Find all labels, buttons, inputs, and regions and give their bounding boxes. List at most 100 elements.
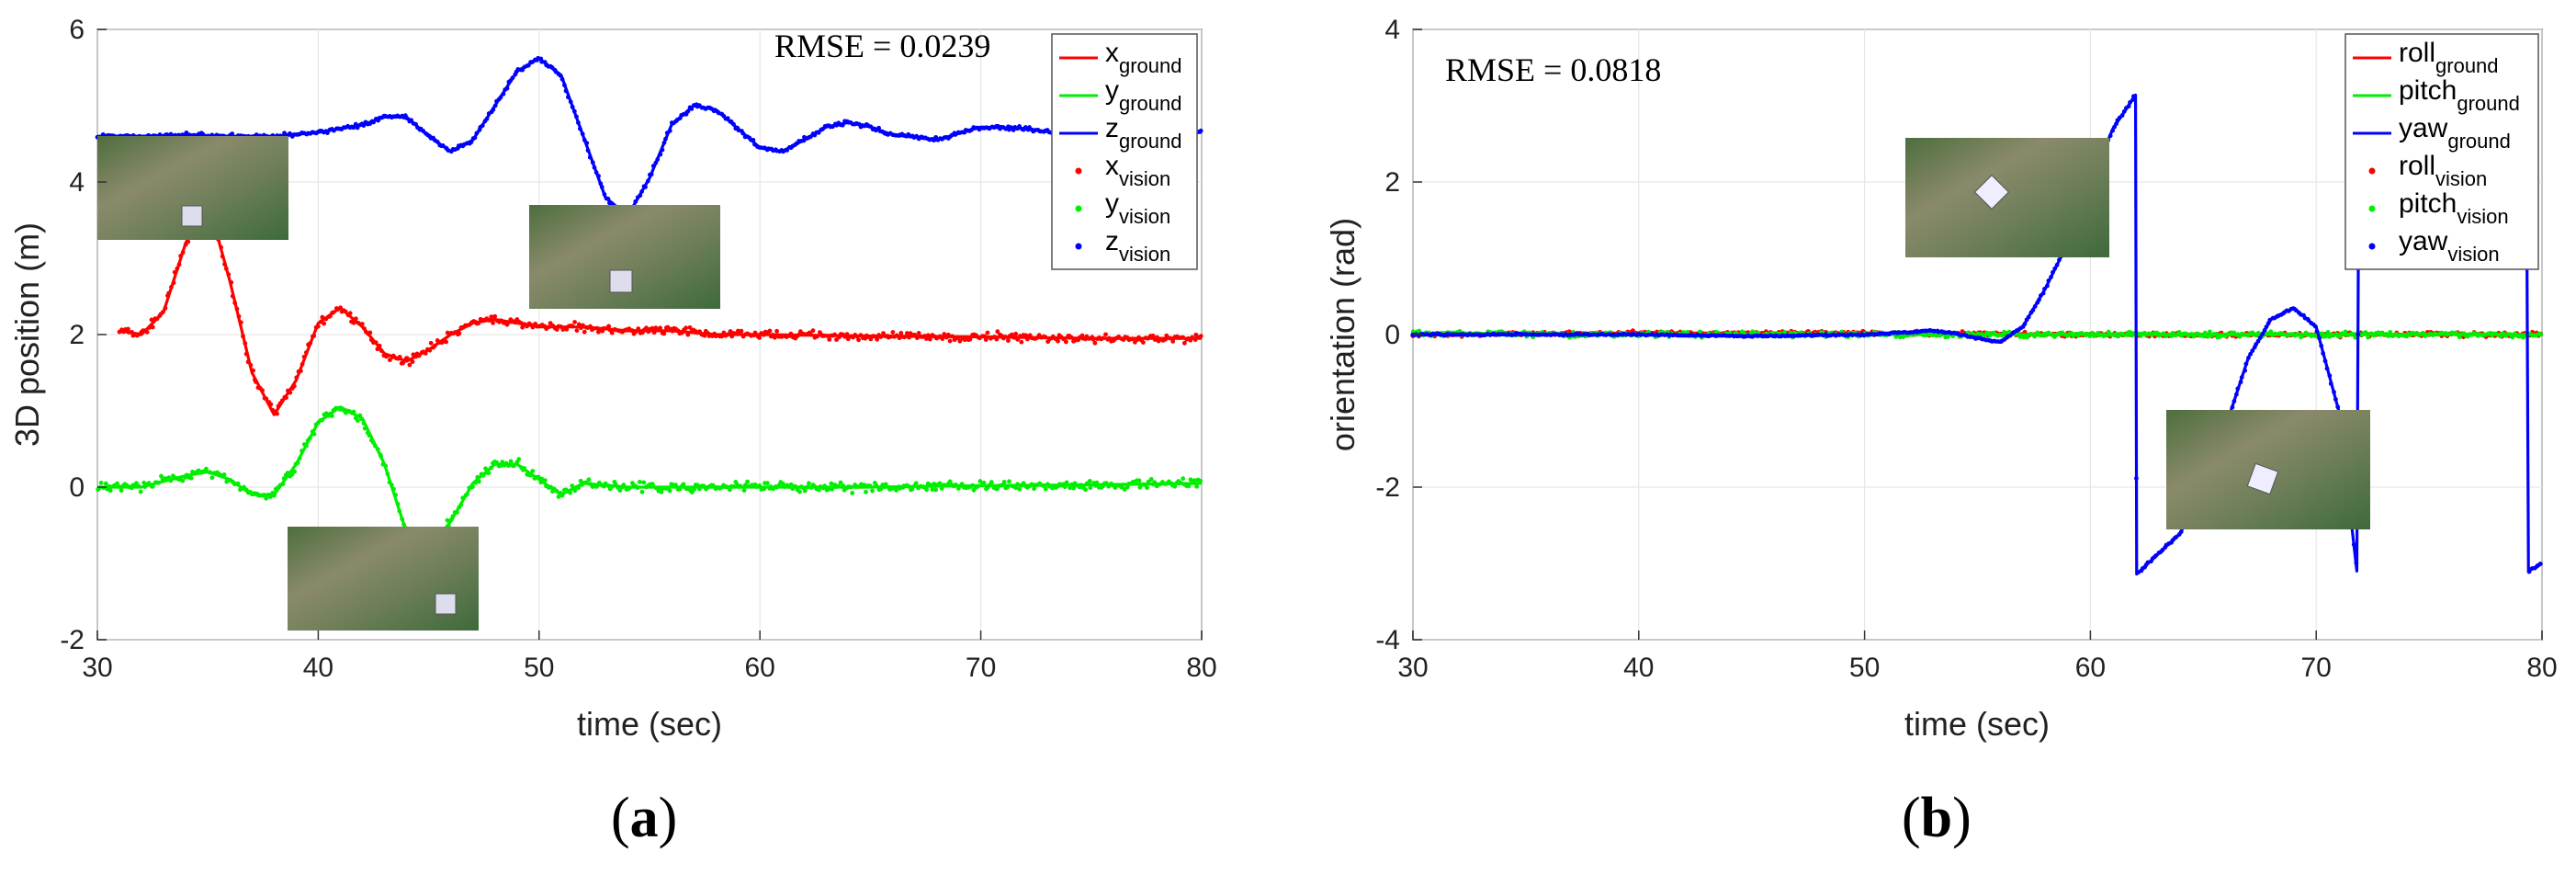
scatter-point <box>147 325 153 330</box>
scatter-point <box>498 95 503 100</box>
scatter-point <box>928 483 933 488</box>
scatter-point <box>450 514 456 519</box>
x-tick-label: 60 <box>745 653 775 683</box>
scatter-point <box>186 239 191 244</box>
legend-label: xvision <box>1105 151 1170 190</box>
scatter-point <box>284 395 288 401</box>
scatter-x_vision <box>117 200 1203 416</box>
scatter-point <box>372 443 378 449</box>
scatter-point <box>2317 335 2322 341</box>
scatter-point <box>2110 128 2116 133</box>
y-tick-label: -2 <box>60 625 85 655</box>
scatter-point <box>2042 286 2047 291</box>
scatter-point <box>2265 321 2271 326</box>
scatter-point <box>359 322 365 326</box>
scatter-point <box>1124 484 1130 490</box>
scatter-point <box>653 485 659 491</box>
scatter-point <box>322 321 327 326</box>
scatter-point <box>506 463 512 469</box>
scatter-point <box>981 480 987 485</box>
scatter-point <box>175 266 180 271</box>
legend-entry: zground <box>1059 113 1182 153</box>
scatter-point <box>288 131 292 136</box>
y-tick-label: 0 <box>69 472 85 503</box>
legend-dot-swatch <box>1075 167 1082 175</box>
scatter-point <box>587 154 593 160</box>
scatter-point <box>188 475 194 481</box>
scatter-point <box>639 189 644 194</box>
scatter-point <box>404 116 410 121</box>
scatter-point <box>740 131 746 136</box>
scatter-point <box>793 483 797 489</box>
scatter-point <box>229 279 234 285</box>
scatter-point <box>582 137 587 142</box>
scatter-point <box>223 266 229 271</box>
scatter-point <box>1697 329 1702 335</box>
legend-entry: yawground <box>2353 113 2511 153</box>
scatter-point <box>815 334 819 339</box>
scatter-point <box>1015 336 1021 342</box>
scatter-point <box>585 148 591 153</box>
scatter-point <box>1181 476 1186 482</box>
scatter-point <box>739 328 744 334</box>
scatter-point <box>2017 335 2023 339</box>
scatter-point <box>939 486 944 491</box>
rmse-annotation-a: RMSE = 0.0239 <box>774 28 990 64</box>
scatter-point <box>156 480 162 485</box>
scatter-point <box>2388 329 2393 335</box>
scatter-point <box>1178 480 1183 485</box>
scatter-point <box>176 262 182 267</box>
scatter-point <box>888 334 894 339</box>
scatter-point <box>235 481 241 486</box>
scatter-point <box>1136 478 1142 483</box>
scatter-point <box>298 369 303 373</box>
scatter-point <box>530 324 536 330</box>
scatter-point <box>1194 483 1200 489</box>
scatter-point <box>107 483 112 489</box>
scatter-point <box>2051 269 2055 275</box>
scatter-point <box>650 164 656 168</box>
scatter-point <box>1685 329 1690 335</box>
scatter-point <box>788 482 794 487</box>
scatter-point <box>967 336 973 342</box>
scatter-point <box>119 488 124 494</box>
y-axis-label-a: 3D position (m) <box>8 222 46 447</box>
scatter-point <box>572 488 578 494</box>
scatter-point <box>1017 124 1022 129</box>
scatter-point <box>584 141 590 146</box>
scatter-point <box>927 336 932 342</box>
scatter-point <box>725 332 730 337</box>
scatter-point <box>667 488 672 494</box>
scatter-point <box>444 339 449 345</box>
scatter-point <box>2037 297 2041 302</box>
y-tick-label: 0 <box>1384 320 1400 350</box>
scatter-point <box>472 480 478 485</box>
scatter-point <box>816 130 821 135</box>
scatter-point <box>845 336 851 342</box>
scatter-point <box>262 493 266 497</box>
scatter-point <box>476 321 481 326</box>
scatter-point <box>1103 481 1109 486</box>
scatter-point <box>1013 485 1019 491</box>
scatter-point <box>489 465 493 471</box>
scatter-point <box>279 398 285 403</box>
scatter-point <box>347 311 353 316</box>
scatter-point <box>232 301 238 306</box>
scatter-point <box>2087 334 2093 339</box>
scatter-point <box>576 120 581 125</box>
scatter-point <box>2313 324 2318 329</box>
scatter-point <box>295 460 300 465</box>
scatter-point <box>243 351 249 357</box>
legend-label: zvision <box>1105 226 1170 266</box>
scatter-point <box>588 324 593 329</box>
scatter-point <box>836 483 841 489</box>
scatter-point <box>1782 330 1788 335</box>
scatter-point <box>1006 338 1011 343</box>
scatter-point <box>606 324 612 329</box>
panel-label-b: (b) <box>1902 787 1972 849</box>
scatter-point <box>2350 331 2356 336</box>
x-tick-label: 70 <box>2301 653 2332 683</box>
scatter-point <box>393 493 399 497</box>
scatter-point <box>1003 335 1008 339</box>
scatter-point <box>574 114 579 119</box>
